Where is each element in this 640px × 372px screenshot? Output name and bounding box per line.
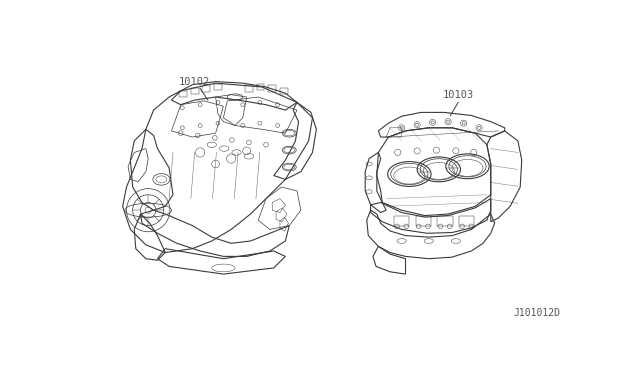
Bar: [268, 86, 276, 92]
Bar: [179, 91, 187, 97]
Text: 10103: 10103: [443, 90, 474, 100]
Bar: [415, 217, 431, 225]
Text: J101012D: J101012D: [513, 308, 561, 318]
Bar: [202, 86, 210, 92]
Bar: [437, 217, 452, 225]
Text: 10102: 10102: [179, 77, 211, 87]
Bar: [280, 88, 288, 94]
Bar: [257, 84, 264, 90]
Bar: [214, 84, 222, 90]
Bar: [394, 217, 410, 225]
Bar: [245, 86, 253, 92]
Bar: [459, 217, 474, 225]
Bar: [191, 88, 198, 94]
